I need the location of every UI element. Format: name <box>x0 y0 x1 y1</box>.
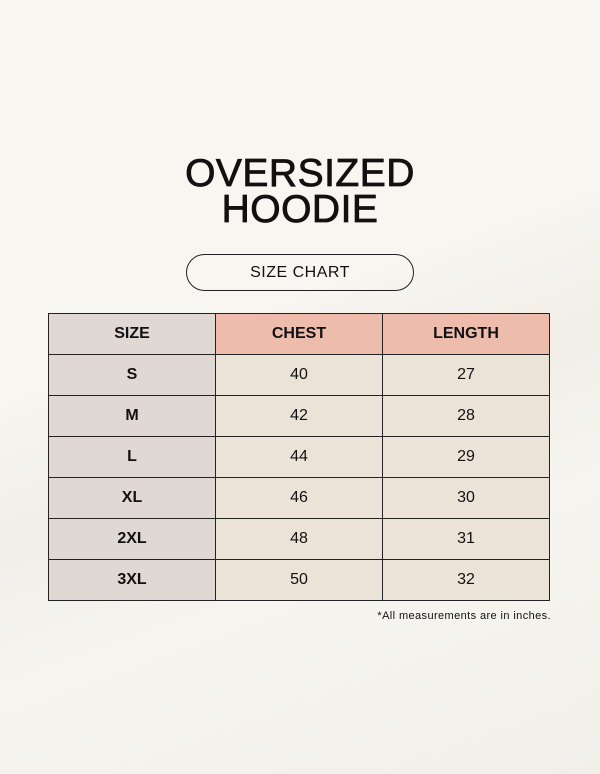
header-size: SIZE <box>48 313 216 355</box>
length-cell: 32 <box>382 559 550 601</box>
length-cell: 27 <box>382 354 550 396</box>
header-chest: CHEST <box>215 313 383 355</box>
chest-cell: 42 <box>215 395 383 437</box>
size-cell: 2XL <box>48 518 216 560</box>
table-header: SIZE CHEST LENGTH <box>48 313 550 355</box>
size-cell: XL <box>48 477 216 519</box>
table-row: M 42 28 <box>48 395 550 437</box>
title-line: HOODIE <box>221 188 379 231</box>
length-cell: 30 <box>382 477 550 519</box>
chest-cell: 40 <box>215 354 383 396</box>
header-length: LENGTH <box>382 313 550 355</box>
page-title: OVERSIZED HOODIE <box>0 152 600 231</box>
size-cell: L <box>48 436 216 478</box>
size-cell: M <box>48 395 216 437</box>
title-line: OVERSIZED <box>185 152 415 195</box>
length-cell: 31 <box>382 518 550 560</box>
size-table: SIZE CHEST LENGTH S 40 27 M 42 28 L 44 29 XL 46 30 2… <box>48 313 550 601</box>
size-cell: S <box>48 354 216 396</box>
table-row: S 40 27 <box>48 354 550 396</box>
chest-cell: 50 <box>215 559 383 601</box>
table-row: 2XL 48 31 <box>48 518 550 560</box>
footnote: *All measurements are in inches. <box>377 610 551 622</box>
table-row: L 44 29 <box>48 436 550 478</box>
table-row: XL 46 30 <box>48 477 550 519</box>
size-chart-label: SIZE CHART <box>186 254 414 291</box>
chest-cell: 44 <box>215 436 383 478</box>
chest-cell: 46 <box>215 477 383 519</box>
size-cell: 3XL <box>48 559 216 601</box>
table-row: 3XL 50 32 <box>48 559 550 601</box>
length-cell: 28 <box>382 395 550 437</box>
chest-cell: 48 <box>215 518 383 560</box>
length-cell: 29 <box>382 436 550 478</box>
